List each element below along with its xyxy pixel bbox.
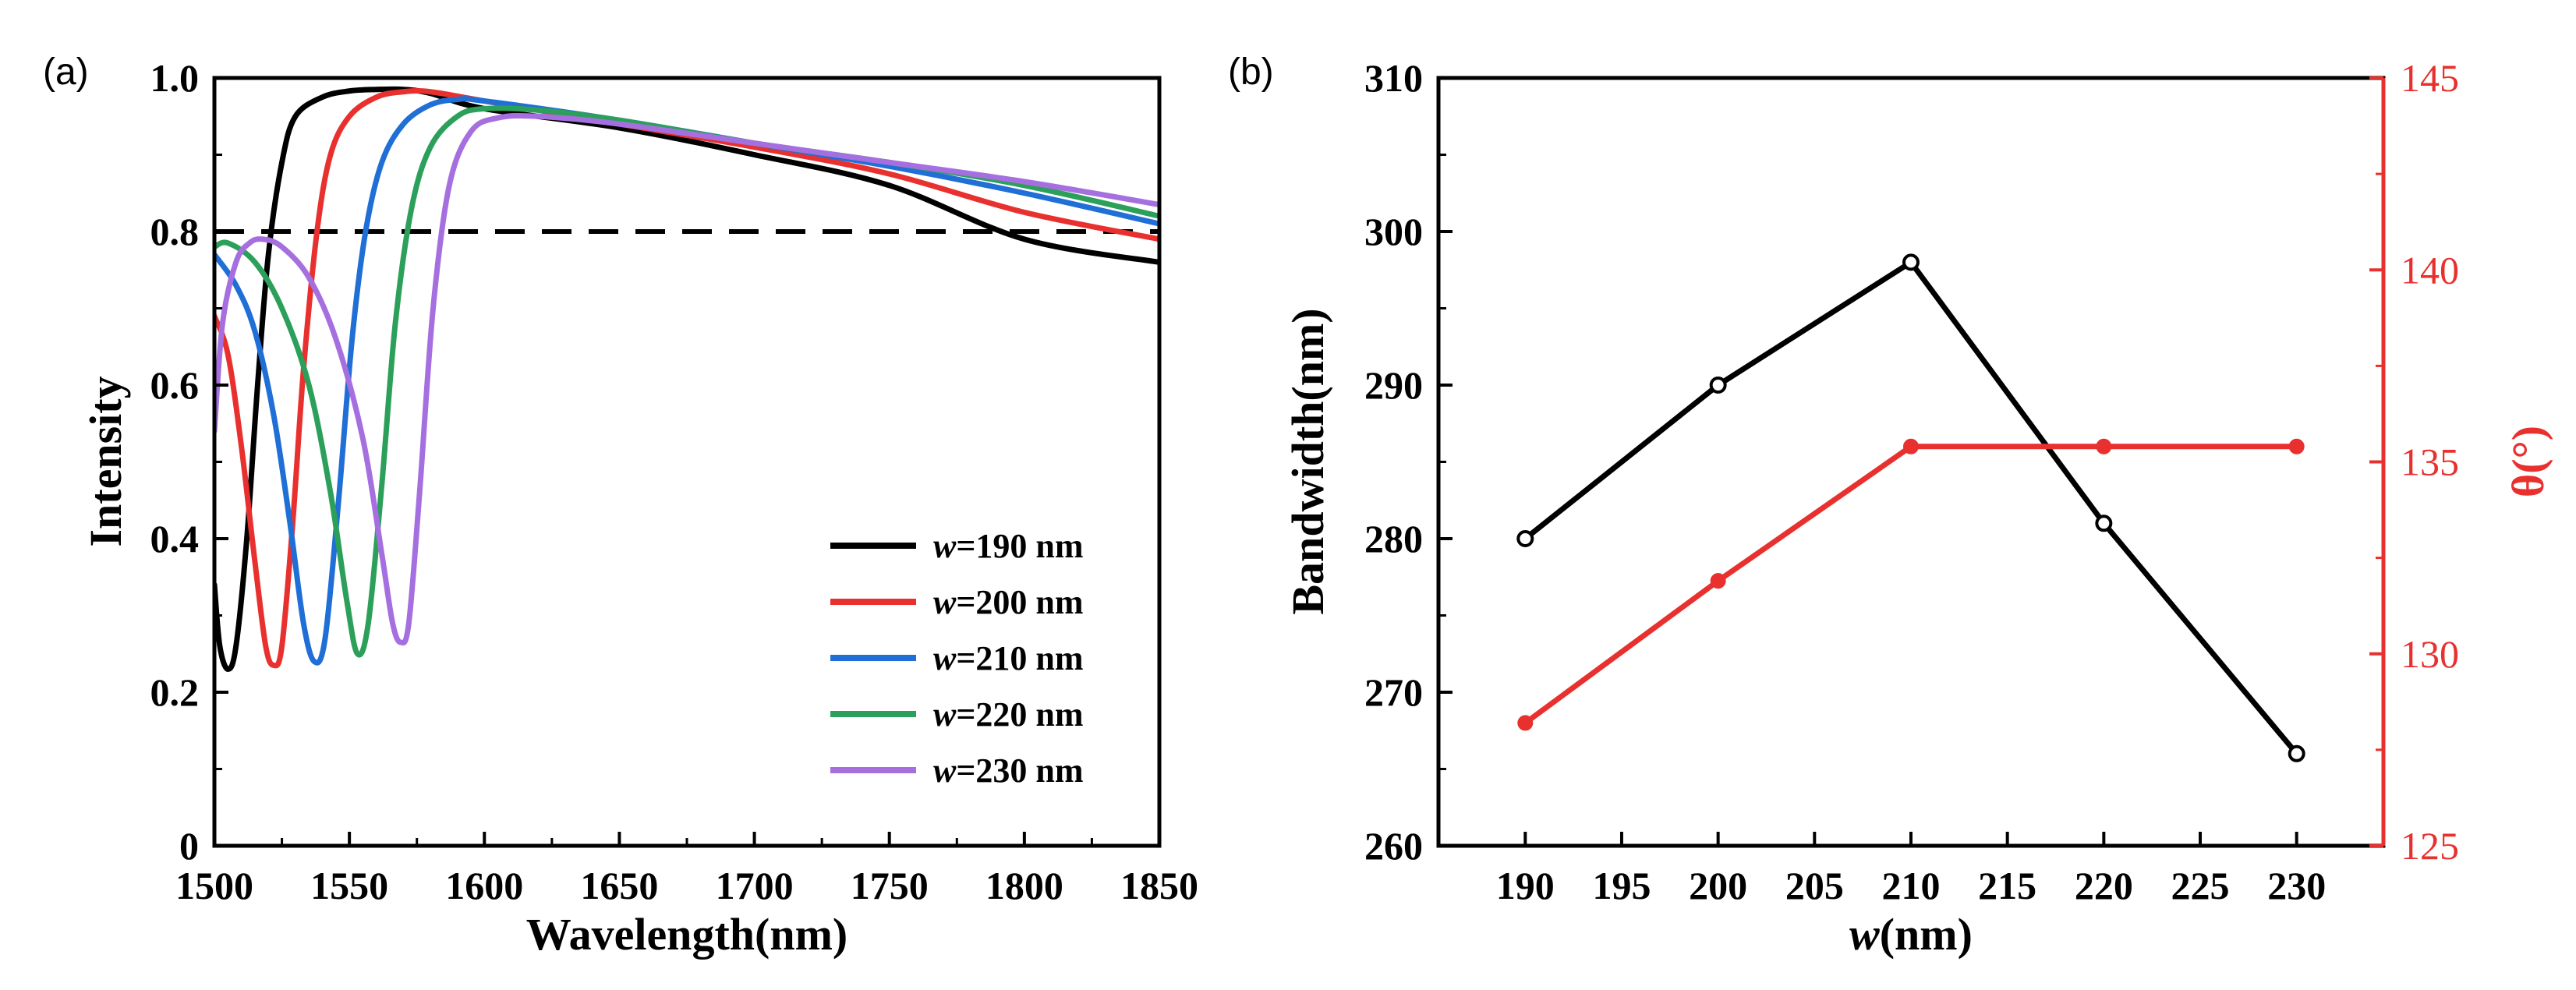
panel-b-y-tick-label: 310 bbox=[1364, 56, 1423, 100]
panel-b-x-tick-label: 220 bbox=[2075, 864, 2133, 907]
panel-b-y2-tick-label: 140 bbox=[2401, 248, 2459, 292]
panel-a-x-tick-label: 1850 bbox=[1120, 864, 1198, 907]
panel-b-frame bbox=[1436, 76, 2386, 848]
panel-a-x-axis-label: Wavelength(nm) bbox=[526, 909, 847, 960]
panel-a-legend-label-3: w=210 nm bbox=[933, 639, 1084, 677]
panel-a-x-tick-label: 1550 bbox=[310, 864, 388, 907]
panel-a-series-line-2 bbox=[214, 88, 1159, 669]
panel-b-series-1-point bbox=[2095, 514, 2113, 532]
panel-b-x-axis-label: w(nm) bbox=[1849, 909, 1973, 960]
panel-b-series-2-point bbox=[1710, 573, 1726, 589]
panel-a-y-tick-label: 0.4 bbox=[150, 517, 200, 560]
panel-a: (a) 1500 1550 1600 1650 1700 1750 1800 1850 0 0.2… bbox=[43, 51, 1198, 960]
panel-a-y-axis-label: Intensity bbox=[80, 376, 131, 546]
panel-a-legend-value: =220 nm bbox=[956, 695, 1083, 734]
panel-b-x-tick-label: 230 bbox=[2267, 864, 2326, 907]
panel-b-series-1-point bbox=[1709, 377, 1727, 394]
panel-a-legend: w=190 nmw=200 nmw=210 nmw=220 nmw=230 nm bbox=[830, 527, 1084, 790]
panel-a-legend-label-5: w=230 nm bbox=[933, 751, 1084, 790]
panel-a-y-tick-label: 0.8 bbox=[150, 210, 200, 253]
panel-b-label: (b) bbox=[1228, 51, 1274, 93]
panel-b-series-1-point bbox=[1902, 253, 1920, 271]
panel-a-legend-variable: w bbox=[933, 695, 957, 734]
panel-a-y-tick-label: 0.6 bbox=[150, 363, 200, 407]
panel-b-y-tick-label: 270 bbox=[1364, 670, 1423, 714]
panel-b-y2-tick-label: 145 bbox=[2401, 56, 2459, 100]
panel-a-legend-variable: w bbox=[933, 583, 957, 621]
panel-a-legend-variable: w bbox=[933, 639, 957, 677]
panel-b-series-2-point bbox=[1517, 715, 1534, 731]
panel-b-x-tick-label: 210 bbox=[1882, 864, 1941, 907]
panel-b-y-tick-label: 290 bbox=[1364, 363, 1423, 407]
panel-b-series-1-point bbox=[2288, 744, 2305, 762]
panel-b: (b) 190 195 200 205 210 215 220 225 230 260 270 280… bbox=[1228, 51, 2553, 960]
panel-b-x-tick-label: 215 bbox=[1978, 864, 2036, 907]
panel-b-y-tick-label: 280 bbox=[1364, 517, 1423, 560]
panel-b-x-axis-label-variable: w bbox=[1849, 909, 1880, 960]
panel-b-x-tick-label: 195 bbox=[1592, 864, 1651, 907]
panel-b-x-axis-label-unit: (nm) bbox=[1880, 909, 1973, 960]
panel-b-series-2-point bbox=[1903, 438, 1919, 454]
panel-a-x-tick-label: 1650 bbox=[580, 864, 658, 907]
panel-a-x-tick-label: 1800 bbox=[985, 864, 1063, 907]
panel-b-x-tick-label: 225 bbox=[2171, 864, 2230, 907]
panel-b-y2-tick-label: 130 bbox=[2401, 632, 2459, 676]
panel-a-legend-value: =230 nm bbox=[956, 751, 1083, 790]
panel-b-series-line-1 bbox=[1523, 259, 2299, 756]
panel-a-legend-label-2: w=200 nm bbox=[933, 583, 1084, 621]
panel-a-x-tick-label: 1500 bbox=[175, 864, 253, 907]
panel-b-y-tick-label: 300 bbox=[1364, 210, 1423, 253]
panel-a-series-line-5 bbox=[214, 112, 1159, 646]
panel-a-x-tick-label: 1750 bbox=[851, 864, 929, 907]
panel-a-series-line-1 bbox=[214, 86, 1159, 672]
panel-b-y-axis-label: Bandwidth(nm) bbox=[1283, 308, 1333, 614]
panel-a-y-tick-label: 1.0 bbox=[150, 56, 200, 100]
panel-a-y-tick-label: 0.2 bbox=[150, 670, 200, 714]
panel-b-series-1-point bbox=[1516, 530, 1534, 547]
panel-a-legend-variable: w bbox=[933, 527, 957, 565]
panel-a-x-tick-label: 1700 bbox=[716, 864, 794, 907]
panel-a-legend-value: =210 nm bbox=[956, 639, 1083, 677]
panel-b-x-tick-label: 190 bbox=[1496, 864, 1555, 907]
panel-a-legend-value: =190 nm bbox=[956, 527, 1083, 565]
panel-a-label: (a) bbox=[43, 51, 89, 93]
panel-a-y-tick-label: 0 bbox=[179, 824, 199, 868]
panel-b-series-line-2 bbox=[1523, 444, 2297, 726]
panel-a-legend-label-4: w=220 nm bbox=[933, 695, 1084, 734]
panel-b-series-2-point bbox=[2096, 438, 2112, 454]
panel-b-y2-tick-label: 135 bbox=[2401, 440, 2459, 484]
panel-a-x-tick-label: 1600 bbox=[445, 864, 523, 907]
panel-a-legend-variable: w bbox=[933, 751, 957, 790]
panel-b-y2-axis-label: θ(°) bbox=[2503, 426, 2553, 497]
panel-b-x-tick-label: 200 bbox=[1689, 864, 1747, 907]
panel-b-x-tick-label: 205 bbox=[1785, 864, 1844, 907]
panel-b-y2-tick-label: 125 bbox=[2401, 824, 2459, 868]
panel-a-legend-label-1: w=190 nm bbox=[933, 527, 1084, 565]
panel-b-y-tick-label: 260 bbox=[1364, 824, 1423, 868]
panel-b-series-2-point bbox=[2288, 438, 2305, 454]
panel-a-legend-value: =200 nm bbox=[956, 583, 1083, 621]
